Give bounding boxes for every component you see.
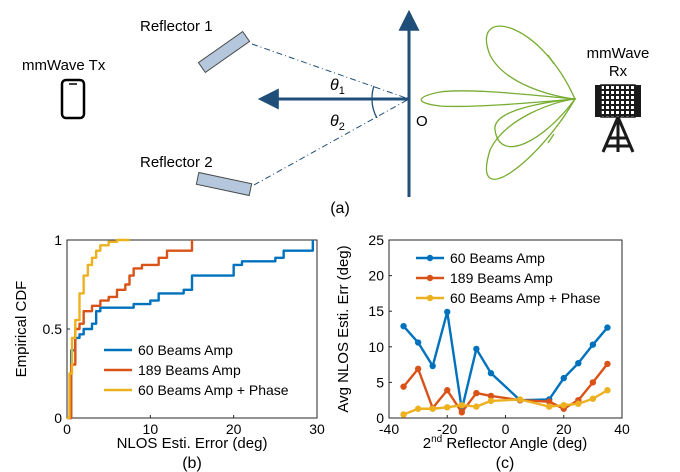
series-line-1 xyxy=(67,240,315,420)
antenna-array-icon xyxy=(595,84,641,153)
data-point xyxy=(458,409,466,416)
data-point xyxy=(400,383,407,390)
y-tick-label: 10 xyxy=(368,339,384,355)
y-tick-label: 5 xyxy=(376,374,384,390)
legend-label: 189 Beams Amp xyxy=(138,362,241,378)
data-point xyxy=(414,405,422,412)
x-tick-label: 40 xyxy=(614,421,630,437)
y-tick-label: 15 xyxy=(368,303,384,319)
data-point xyxy=(487,397,495,405)
data-point xyxy=(560,401,567,409)
theta2-arc xyxy=(371,98,378,119)
data-point xyxy=(429,405,436,412)
y-tick-label: 25 xyxy=(368,232,384,248)
tx-label: mmWave Tx xyxy=(22,57,106,74)
data-point xyxy=(560,374,567,382)
data-point xyxy=(473,389,480,397)
angle-error-chart: -40 -20 0 20 40 0 5 10 15 20 25 2nd Reflector Angl… xyxy=(335,232,630,472)
data-point xyxy=(414,339,422,346)
rx-label-1: mmWave xyxy=(587,45,650,62)
cdf-y-axis-label: Empirical CDF xyxy=(13,281,30,378)
data-point xyxy=(487,392,495,400)
data-point xyxy=(589,395,597,402)
caption-c: (c) xyxy=(496,455,515,472)
x-tick-label: 20 xyxy=(226,421,242,437)
x-tick-label: 20 xyxy=(556,421,572,437)
legend-label: 189 Beams Amp xyxy=(450,270,553,286)
data-point xyxy=(575,359,582,367)
data-point xyxy=(473,345,480,353)
data-point xyxy=(444,404,451,411)
series-line-2 xyxy=(67,240,194,420)
x-tick-label: 30 xyxy=(309,421,325,437)
data-point xyxy=(400,322,407,330)
theta2-label: θ2 xyxy=(330,113,345,133)
legend-label: 60 Beams Amp + Phase xyxy=(138,382,289,398)
data-point xyxy=(400,411,407,418)
cdf-x-axis-label: NLOS Esti. Error (deg) xyxy=(117,435,268,452)
caption-a: (a) xyxy=(330,200,350,217)
legend-label: 60 Beams Amp xyxy=(450,250,545,266)
data-point xyxy=(487,369,495,377)
data-point xyxy=(589,341,597,348)
beam-pattern xyxy=(420,25,577,180)
data-point xyxy=(444,308,451,316)
rx-label-2: Rx xyxy=(609,63,628,80)
cdf-plot-area xyxy=(66,239,318,419)
data-point xyxy=(473,403,480,410)
legend-marker xyxy=(426,274,434,282)
caption-b: (b) xyxy=(182,455,202,472)
data-point xyxy=(545,403,553,410)
y-tick-label: 1 xyxy=(54,232,62,248)
reflector1-label: Reflector 1 xyxy=(140,18,213,35)
data-point xyxy=(414,365,422,373)
theta1-label: θ1 xyxy=(330,77,345,97)
data-point xyxy=(604,387,611,394)
phone-icon xyxy=(60,78,86,120)
theta1-arc xyxy=(371,85,375,100)
x-tick-label: 10 xyxy=(143,421,159,437)
reflector1-icon xyxy=(197,30,251,74)
x-tick-label: -40 xyxy=(379,421,399,437)
data-point xyxy=(589,379,597,386)
legend-label: 60 Beams Amp + Phase xyxy=(450,290,601,306)
reflector2-label: Reflector 2 xyxy=(140,154,213,171)
y-tick-label: 0 xyxy=(54,410,62,426)
data-point xyxy=(575,400,582,407)
data-point xyxy=(604,324,611,331)
ray-to-reflector1 xyxy=(251,43,410,100)
data-point xyxy=(516,396,524,403)
y-tick-label: 0 xyxy=(376,410,384,426)
x-tick-label: 0 xyxy=(502,421,510,437)
scenario-diagram: mmWave Tx Reflector 1 Reflector 2 θ1 θ2 … xyxy=(22,9,650,217)
data-point xyxy=(604,360,611,368)
cdf-chart: 0 10 20 30 0 0.5 1 NLOS Esti. Error (deg) Empi… xyxy=(13,232,325,472)
x-tick-label: -20 xyxy=(437,421,457,437)
angle-plot-area xyxy=(388,239,623,419)
y-tick-label: 0.5 xyxy=(43,321,63,337)
data-point xyxy=(545,398,553,405)
data-point xyxy=(429,362,436,370)
origin-label: O xyxy=(416,113,428,130)
ray-to-reflector2 xyxy=(253,98,410,186)
legend-label: 60 Beams Amp xyxy=(138,342,233,358)
angle-legend: 60 Beams Amp 189 Beams Amp 60 Beams Amp + … xyxy=(416,250,601,306)
legend-marker xyxy=(426,294,434,302)
x-tick-label: 0 xyxy=(63,421,71,437)
data-point xyxy=(444,387,451,394)
series-line-3 xyxy=(67,238,130,420)
angle-y-axis-label: Avg NLOS Esti. Err (deg) xyxy=(335,245,352,412)
reflector2-icon xyxy=(195,171,253,197)
y-tick-label: 20 xyxy=(368,268,384,284)
angle-x-axis-label: 2nd Reflector Angle (deg) xyxy=(423,434,588,452)
legend-marker xyxy=(426,254,434,262)
data-point xyxy=(458,401,466,409)
cdf-legend: 60 Beams Amp 189 Beams Amp 60 Beams Amp + … xyxy=(104,342,289,398)
